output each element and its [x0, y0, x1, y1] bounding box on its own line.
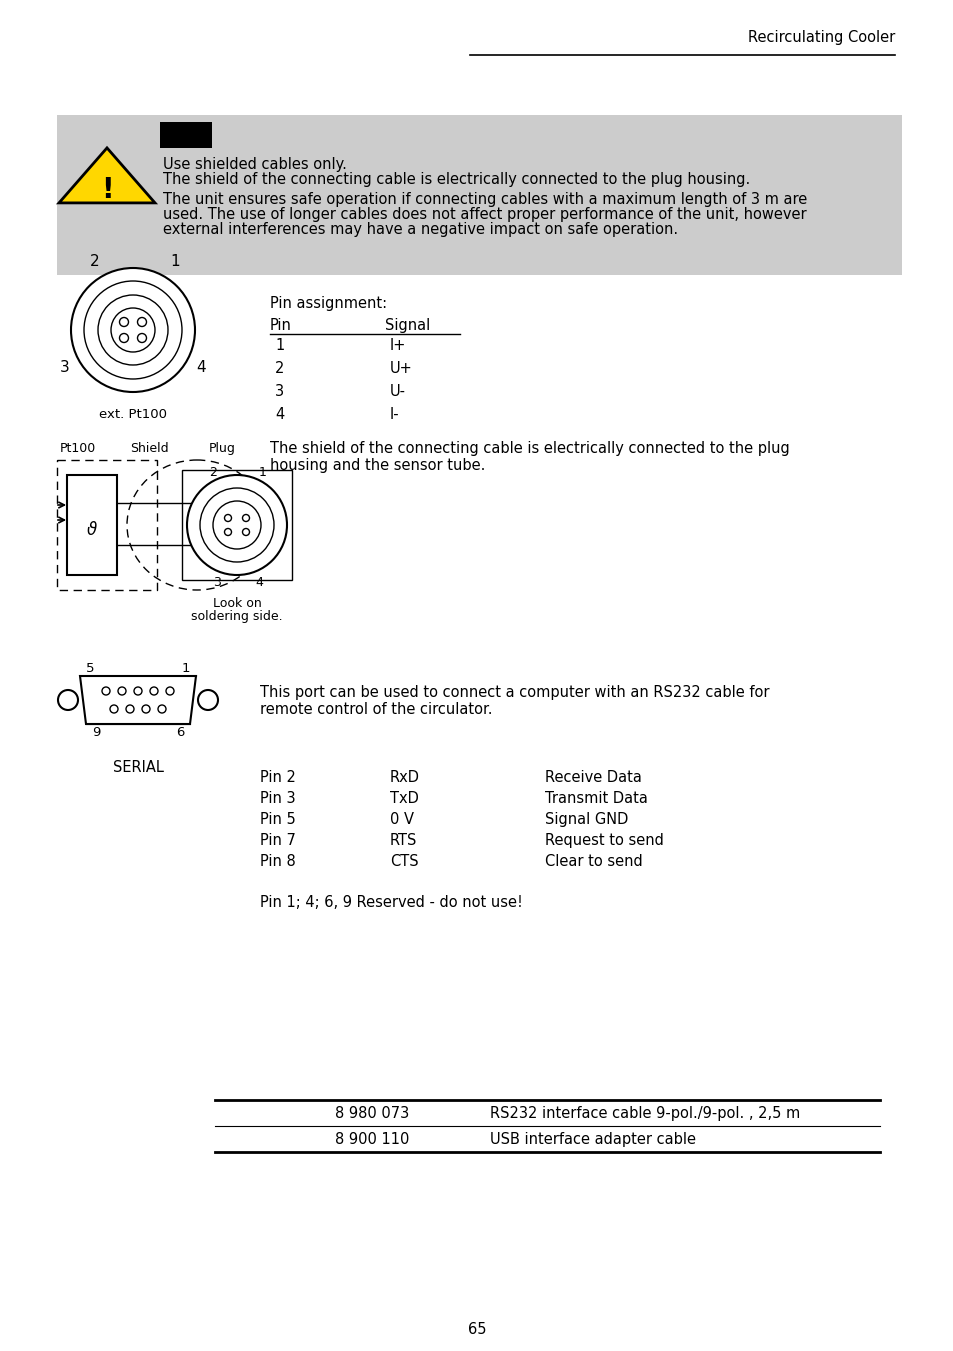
Circle shape: [158, 705, 166, 713]
Circle shape: [137, 334, 147, 343]
Text: 3: 3: [60, 361, 70, 376]
Circle shape: [126, 705, 133, 713]
Text: U-: U-: [390, 384, 406, 399]
Text: 8 900 110: 8 900 110: [335, 1132, 409, 1147]
Text: Signal GND: Signal GND: [544, 812, 628, 827]
Text: !: !: [101, 176, 113, 204]
Text: This port can be used to connect a computer with an RS232 cable for: This port can be used to connect a compu…: [260, 685, 769, 700]
Circle shape: [200, 488, 274, 562]
Text: Plug: Plug: [209, 442, 235, 455]
Text: ext. Pt100: ext. Pt100: [99, 408, 167, 422]
Circle shape: [118, 688, 126, 694]
Text: The shield of the connecting cable is electrically connected to the plug housing: The shield of the connecting cable is el…: [163, 172, 749, 186]
Text: Pin 5: Pin 5: [260, 812, 295, 827]
Text: Pt100: Pt100: [60, 442, 96, 455]
Polygon shape: [80, 676, 195, 724]
Circle shape: [137, 317, 147, 327]
Text: 2: 2: [209, 466, 216, 478]
Text: Pin: Pin: [270, 317, 292, 332]
Text: 3: 3: [213, 576, 221, 589]
Circle shape: [142, 705, 150, 713]
Text: Clear to send: Clear to send: [544, 854, 642, 869]
Text: The shield of the connecting cable is electrically connected to the plug: The shield of the connecting cable is el…: [270, 440, 789, 457]
Text: Pin 7: Pin 7: [260, 834, 295, 848]
Circle shape: [111, 308, 154, 353]
Text: RS232 interface cable 9-pol./9-pol. , 2,5 m: RS232 interface cable 9-pol./9-pol. , 2,…: [490, 1106, 800, 1121]
Circle shape: [150, 688, 158, 694]
Circle shape: [110, 705, 118, 713]
Text: RxD: RxD: [390, 770, 419, 785]
Circle shape: [98, 295, 168, 365]
Text: 65: 65: [467, 1323, 486, 1337]
Text: used. The use of longer cables does not affect proper performance of the unit, h: used. The use of longer cables does not …: [163, 207, 806, 222]
Text: 6: 6: [175, 727, 184, 739]
Text: Recirculating Cooler: Recirculating Cooler: [747, 30, 894, 45]
Text: 5: 5: [86, 662, 94, 674]
Circle shape: [224, 515, 232, 521]
Text: Pin 1; 4; 6, 9 Reserved - do not use!: Pin 1; 4; 6, 9 Reserved - do not use!: [260, 894, 522, 911]
Text: 1: 1: [182, 662, 190, 674]
Text: I+: I+: [390, 338, 406, 353]
Text: remote control of the circulator.: remote control of the circulator.: [260, 703, 492, 717]
Bar: [67, 476, 117, 576]
Text: Transmit Data: Transmit Data: [544, 790, 647, 807]
Circle shape: [133, 688, 142, 694]
Circle shape: [119, 317, 129, 327]
Text: Request to send: Request to send: [544, 834, 663, 848]
Text: CTS: CTS: [390, 854, 418, 869]
Circle shape: [198, 690, 218, 711]
Text: Pin 8: Pin 8: [260, 854, 295, 869]
Text: The unit ensures safe operation if connecting cables with a maximum length of 3 : The unit ensures safe operation if conne…: [163, 192, 806, 207]
Text: 1: 1: [170, 254, 179, 269]
Circle shape: [71, 267, 194, 392]
Text: 4: 4: [274, 407, 284, 422]
Text: Receive Data: Receive Data: [544, 770, 641, 785]
Circle shape: [242, 528, 250, 535]
Text: RTS: RTS: [390, 834, 416, 848]
Text: USB interface adapter cable: USB interface adapter cable: [490, 1132, 696, 1147]
Text: $\vartheta$: $\vartheta$: [86, 521, 98, 539]
Text: housing and the sensor tube.: housing and the sensor tube.: [270, 458, 485, 473]
Bar: [160, 122, 212, 149]
Circle shape: [166, 688, 173, 694]
Polygon shape: [59, 147, 154, 203]
Text: 3: 3: [274, 384, 284, 399]
Text: 0 V: 0 V: [390, 812, 414, 827]
Text: 8 980 073: 8 980 073: [335, 1106, 409, 1121]
Text: 2: 2: [91, 254, 100, 269]
Text: external interferences may have a negative impact on safe operation.: external interferences may have a negati…: [163, 222, 678, 236]
Bar: [182, 470, 292, 580]
Text: soldering side.: soldering side.: [191, 611, 282, 623]
Text: 9: 9: [91, 727, 100, 739]
Text: 1: 1: [259, 466, 267, 478]
Circle shape: [58, 690, 78, 711]
Circle shape: [187, 476, 287, 576]
Circle shape: [102, 688, 110, 694]
Text: Pin 2: Pin 2: [260, 770, 295, 785]
Bar: [57, 459, 157, 590]
Text: SERIAL: SERIAL: [112, 761, 163, 775]
Text: Use shielded cables only.: Use shielded cables only.: [163, 157, 347, 172]
Text: TxD: TxD: [390, 790, 418, 807]
Bar: [57, 115, 901, 276]
Text: 4: 4: [196, 361, 206, 376]
Text: U+: U+: [390, 361, 413, 376]
Text: Look on: Look on: [213, 597, 261, 611]
Circle shape: [242, 515, 250, 521]
Text: Pin 3: Pin 3: [260, 790, 295, 807]
Circle shape: [224, 528, 232, 535]
Circle shape: [119, 334, 129, 343]
Text: Signal: Signal: [385, 317, 430, 332]
Text: 1: 1: [274, 338, 284, 353]
Text: Pin assignment:: Pin assignment:: [270, 296, 387, 311]
Text: Shield: Shield: [130, 442, 168, 455]
Text: 4: 4: [254, 576, 263, 589]
Circle shape: [84, 281, 182, 380]
Text: I-: I-: [390, 407, 399, 422]
Text: 2: 2: [274, 361, 284, 376]
Circle shape: [213, 501, 261, 549]
